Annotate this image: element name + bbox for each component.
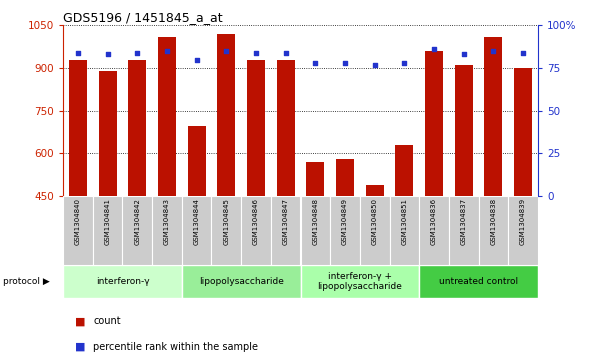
Text: GSM1304846: GSM1304846 — [253, 198, 259, 245]
Point — [281, 50, 290, 56]
Text: GSM1304838: GSM1304838 — [490, 198, 496, 245]
Point — [340, 60, 350, 66]
Bar — [93, 196, 123, 265]
Bar — [63, 265, 182, 298]
Text: GSM1304844: GSM1304844 — [194, 198, 200, 245]
Bar — [158, 37, 176, 196]
Bar — [123, 196, 152, 265]
Point — [162, 48, 172, 54]
Text: GSM1304840: GSM1304840 — [75, 198, 81, 245]
Text: count: count — [93, 316, 121, 326]
Point — [73, 50, 83, 56]
Bar — [152, 196, 182, 265]
Bar — [247, 60, 265, 196]
Text: lipopolysaccharide: lipopolysaccharide — [199, 277, 284, 286]
Text: protocol ▶: protocol ▶ — [3, 277, 50, 286]
Text: GSM1304836: GSM1304836 — [431, 198, 437, 245]
Text: ■: ■ — [75, 342, 85, 352]
Bar — [63, 196, 93, 265]
Bar — [182, 265, 300, 298]
Bar — [300, 265, 419, 298]
Point — [192, 57, 201, 62]
Text: interferon-γ +
lipopolysaccharide: interferon-γ + lipopolysaccharide — [317, 272, 402, 291]
Point — [429, 46, 439, 52]
Bar — [188, 126, 206, 196]
Bar — [336, 159, 354, 196]
Text: GSM1304845: GSM1304845 — [224, 198, 230, 245]
Point — [459, 52, 469, 57]
Point — [251, 50, 261, 56]
Bar — [514, 68, 532, 196]
Bar — [307, 162, 325, 196]
Text: GSM1304837: GSM1304837 — [461, 198, 467, 245]
Text: GSM1304851: GSM1304851 — [401, 198, 407, 245]
Bar — [419, 196, 449, 265]
Text: GSM1304850: GSM1304850 — [371, 198, 377, 245]
Bar — [271, 196, 300, 265]
Bar — [276, 60, 294, 196]
Bar — [395, 145, 413, 196]
Text: GDS5196 / 1451845_a_at: GDS5196 / 1451845_a_at — [63, 11, 223, 24]
Bar — [449, 196, 478, 265]
Bar — [425, 51, 443, 196]
Bar — [212, 196, 241, 265]
Bar — [389, 196, 419, 265]
Bar — [478, 196, 508, 265]
Bar — [300, 196, 330, 265]
Bar — [99, 71, 117, 196]
Text: percentile rank within the sample: percentile rank within the sample — [93, 342, 258, 352]
Bar — [241, 196, 271, 265]
Text: GSM1304843: GSM1304843 — [164, 198, 170, 245]
Point — [311, 60, 320, 66]
Bar — [330, 196, 360, 265]
Text: GSM1304849: GSM1304849 — [342, 198, 348, 245]
Text: GSM1304848: GSM1304848 — [313, 198, 319, 245]
Bar — [218, 34, 235, 196]
Point — [518, 50, 528, 56]
Point — [132, 50, 142, 56]
Bar — [508, 196, 538, 265]
Text: ■: ■ — [75, 316, 85, 326]
Bar — [360, 196, 389, 265]
Text: GSM1304842: GSM1304842 — [134, 198, 140, 245]
Bar — [129, 60, 146, 196]
Point — [489, 48, 498, 54]
Bar — [69, 60, 87, 196]
Text: interferon-γ: interferon-γ — [96, 277, 149, 286]
Text: untreated control: untreated control — [439, 277, 518, 286]
Bar — [366, 185, 383, 196]
Bar — [455, 65, 472, 196]
Point — [103, 52, 112, 57]
Text: GSM1304841: GSM1304841 — [105, 198, 111, 245]
Point — [400, 60, 409, 66]
Text: GSM1304839: GSM1304839 — [520, 198, 526, 245]
Point — [370, 62, 379, 68]
Bar — [419, 265, 538, 298]
Point — [222, 48, 231, 54]
Bar — [182, 196, 212, 265]
Bar — [484, 37, 502, 196]
Text: GSM1304847: GSM1304847 — [282, 198, 288, 245]
